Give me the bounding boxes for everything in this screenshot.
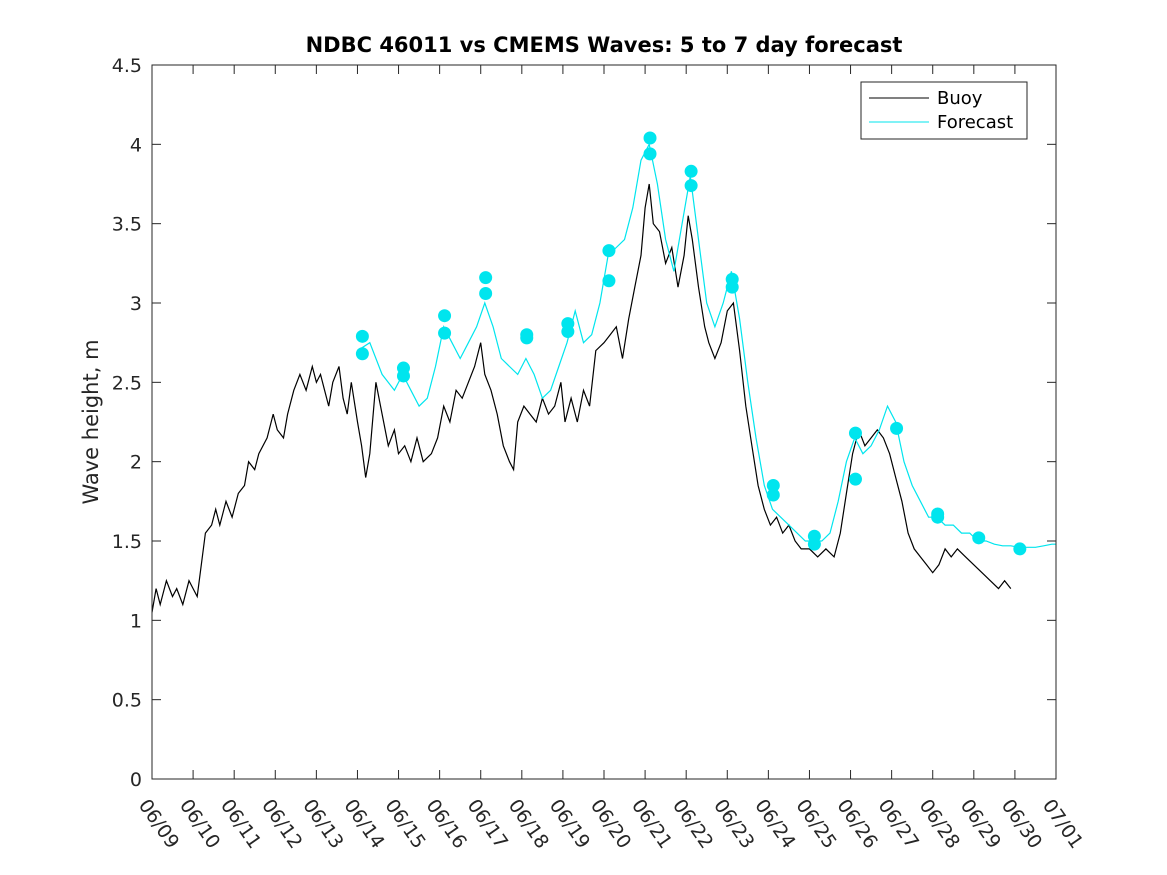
forecast-marker	[479, 286, 493, 300]
forecast-marker	[643, 131, 657, 145]
y-tick-label: 3	[130, 293, 142, 315]
forecast-marker	[848, 472, 862, 486]
y-tick-label: 4	[130, 134, 142, 156]
forecast-marker	[520, 331, 534, 345]
series-line-forecast	[357, 142, 1056, 548]
forecast-marker	[684, 179, 698, 193]
series-line-buoy	[151, 183, 1012, 613]
chart-title: NDBC 46011 vs CMEMS Waves: 5 to 7 day fo…	[306, 33, 903, 57]
y-tick-label: 2.5	[112, 372, 142, 394]
forecast-marker	[931, 510, 945, 524]
forecast-marker	[355, 329, 369, 343]
y-axis-label: Wave height, m	[79, 339, 103, 504]
forecast-marker	[890, 421, 904, 435]
forecast-marker	[438, 326, 452, 340]
y-tick-label: 0	[130, 769, 142, 791]
legend: Buoy Forecast	[860, 81, 1028, 140]
series-layer	[151, 142, 1056, 613]
y-tick-label: 0.5	[112, 690, 142, 712]
y-tick-label: 4.5	[112, 55, 142, 77]
legend-label-forecast: Forecast	[937, 112, 1013, 133]
legend-label-buoy: Buoy	[937, 88, 983, 109]
y-axis-ticks: 0 0.5 1 1.5 2 2.5 3 3.5 4 4.5	[112, 55, 1056, 791]
y-tick-label: 1	[130, 610, 142, 632]
forecast-marker	[766, 488, 780, 502]
forecast-marker	[972, 531, 986, 545]
forecast-marker	[643, 147, 657, 161]
forecast-marker	[602, 244, 616, 258]
forecast-marker	[725, 280, 739, 294]
forecast-marker	[438, 309, 452, 323]
y-tick-label: 2	[130, 452, 142, 474]
marker-layer	[355, 131, 1027, 556]
plot-area	[152, 65, 1056, 779]
forecast-marker	[766, 478, 780, 492]
forecast-marker	[479, 271, 493, 285]
forecast-marker	[848, 426, 862, 440]
forecast-marker	[602, 274, 616, 288]
forecast-marker	[684, 164, 698, 178]
legend-box	[860, 81, 1028, 140]
forecast-marker	[561, 325, 575, 339]
forecast-marker	[1013, 542, 1027, 556]
forecast-marker	[355, 347, 369, 361]
y-tick-label: 3.5	[112, 214, 142, 236]
y-tick-label: 1.5	[112, 531, 142, 553]
forecast-marker	[807, 537, 821, 551]
forecast-marker	[396, 369, 410, 383]
